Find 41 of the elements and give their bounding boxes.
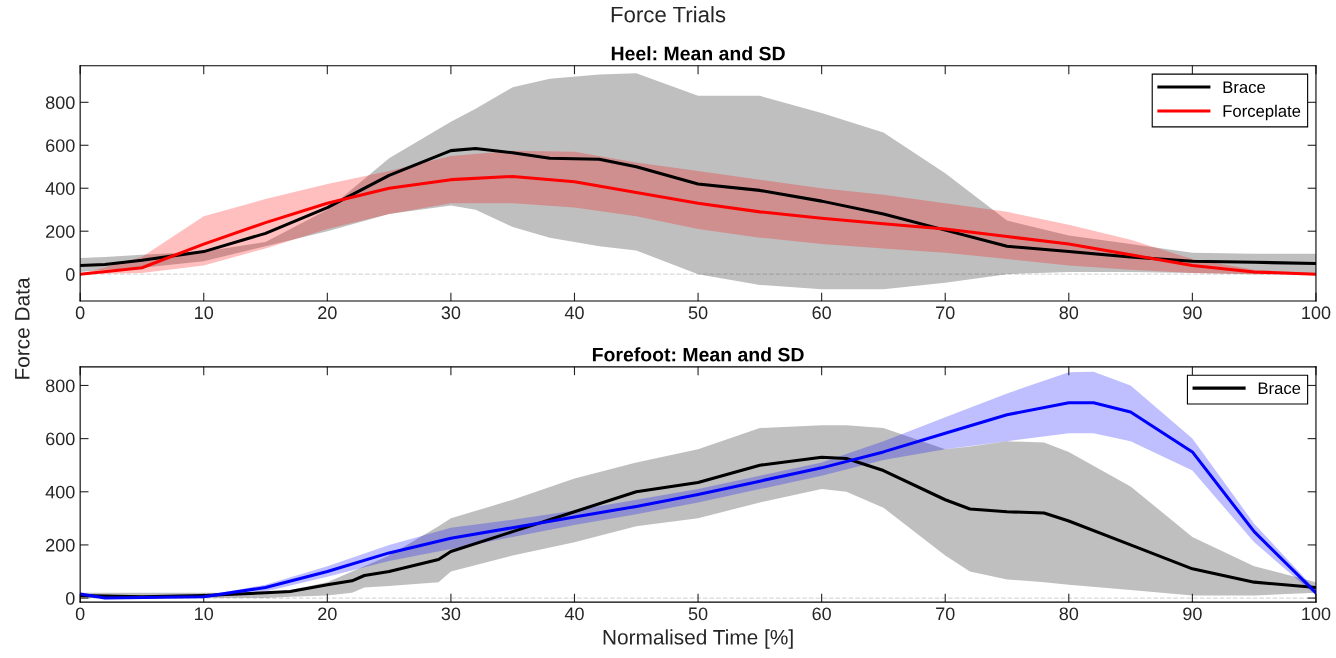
x-tick-label: 50	[688, 306, 708, 320]
x-tick-label: 90	[1183, 306, 1202, 320]
y-tick-label: 800	[45, 96, 75, 110]
y-tick-label: 400	[45, 485, 75, 499]
x-tick-label: 80	[1059, 306, 1079, 320]
line-series	[80, 174, 1316, 276]
x-tick-label: 70	[936, 607, 955, 621]
x-tick-label: 10	[195, 607, 214, 621]
x-tick-label: 30	[441, 306, 461, 320]
y-tick-label: 200	[46, 538, 75, 552]
x-tick-label: 50	[688, 607, 708, 621]
y-tick-label: 400	[45, 182, 75, 195]
x-tick-label: 40	[564, 607, 584, 621]
x-tick-label: 10	[195, 306, 214, 320]
x-tick-label: 0	[75, 607, 85, 621]
y-tick-label: 0	[65, 268, 75, 281]
x-tick-label: 100	[1302, 607, 1331, 621]
y-tick-label: 800	[45, 379, 75, 393]
y-tick-label: 200	[46, 225, 75, 238]
x-tick-label: 80	[1059, 607, 1079, 621]
y-tick-label: 0	[65, 592, 75, 605]
y-tick-label: 600	[46, 139, 75, 152]
text: Force Trials	[611, 6, 726, 23]
y-tick-label: 600	[46, 432, 75, 446]
legend-label: Brace	[1258, 382, 1301, 395]
x-tick-label: 20	[318, 607, 337, 621]
chart-title: Heel: Mean and SD	[611, 46, 785, 61]
x-axis-title: Normalised Time [%]	[603, 629, 793, 649]
x-tick-label: 40	[564, 306, 584, 320]
legend-label: Forceplate	[1223, 104, 1301, 121]
x-tick-label: 100	[1302, 306, 1331, 320]
x-tick-label: 60	[812, 607, 831, 621]
x-tick-label: 0	[75, 306, 85, 320]
x-tick-label: 60	[812, 306, 831, 320]
x-tick-label: 90	[1183, 607, 1202, 621]
legend-label: Brace	[1223, 81, 1266, 94]
chart-title: Forefoot: Mean and SD	[592, 347, 804, 362]
x-tick-label: 20	[318, 306, 337, 320]
x-tick-label: 30	[441, 607, 461, 621]
y-axis-title: Force Data	[15, 277, 30, 379]
x-tick-label: 70	[936, 306, 955, 320]
